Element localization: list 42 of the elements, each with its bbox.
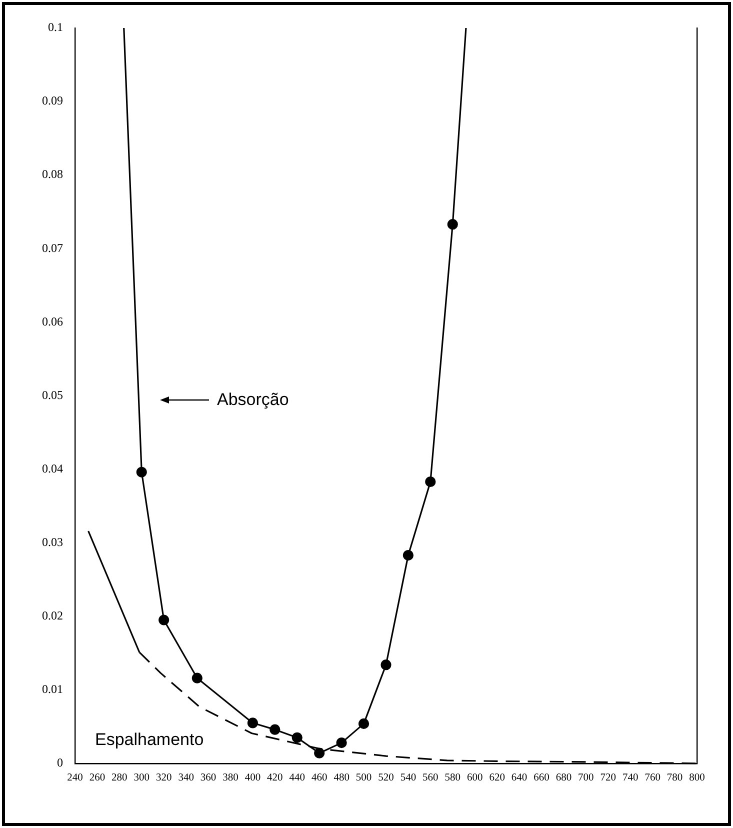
x-tick-label: 500 — [356, 772, 372, 784]
x-tick-label: 260 — [89, 772, 106, 784]
x-tick-label: 360 — [200, 772, 216, 784]
x-tick-label: 680 — [556, 772, 572, 784]
x-tick-label: 440 — [289, 772, 306, 784]
x-tick-label: 420 — [267, 772, 283, 784]
x-tick-label: 780 — [666, 772, 683, 784]
y-tick-label: 0.08 — [42, 167, 63, 182]
x-tick-label: 560 — [422, 772, 438, 784]
x-tick-label: 240 — [67, 772, 83, 784]
y-tick-label: 0.1 — [48, 20, 63, 34]
y-tick-label: 0.09 — [42, 94, 63, 108]
y-tick-label: 0.01 — [42, 682, 63, 696]
y-tick-label: 0.03 — [42, 534, 63, 549]
x-tick-label: 300 — [134, 772, 150, 784]
annotation: Espalhamento — [95, 730, 204, 750]
y-tick-label: 0.05 — [42, 388, 63, 402]
y-tick-label: 0.07 — [42, 240, 63, 255]
y-tick-label: 0.06 — [42, 314, 63, 328]
x-tick-label: 600 — [466, 772, 483, 784]
x-tick-label: 540 — [400, 772, 416, 784]
x-tick-label: 380 — [222, 772, 238, 784]
x-tick-label: 400 — [244, 772, 261, 784]
x-tick-label: 340 — [178, 772, 194, 784]
x-tick-label: 280 — [112, 772, 128, 784]
x-tick-label: 320 — [156, 772, 172, 784]
x-tick-label: 520 — [378, 772, 394, 784]
x-tick-label: 580 — [444, 772, 461, 784]
y-tick-label: 0 — [57, 756, 63, 770]
x-tick-label: 480 — [334, 772, 350, 784]
x-tick-label: 720 — [600, 772, 616, 784]
x-tick-label: 660 — [534, 772, 550, 784]
x-tick-label: 460 — [311, 772, 328, 784]
y-tick-label: 0.04 — [42, 461, 63, 476]
x-tick-label: 800 — [689, 772, 705, 784]
x-tick-label: 640 — [511, 772, 528, 784]
annotation: Absorção — [217, 390, 289, 410]
x-tick-label: 700 — [578, 772, 594, 784]
x-tick-label: 620 — [489, 772, 505, 784]
x-tick-label: 760 — [644, 772, 660, 784]
x-tick-label: 740 — [622, 772, 638, 784]
y-tick-label: 0.02 — [42, 608, 63, 622]
